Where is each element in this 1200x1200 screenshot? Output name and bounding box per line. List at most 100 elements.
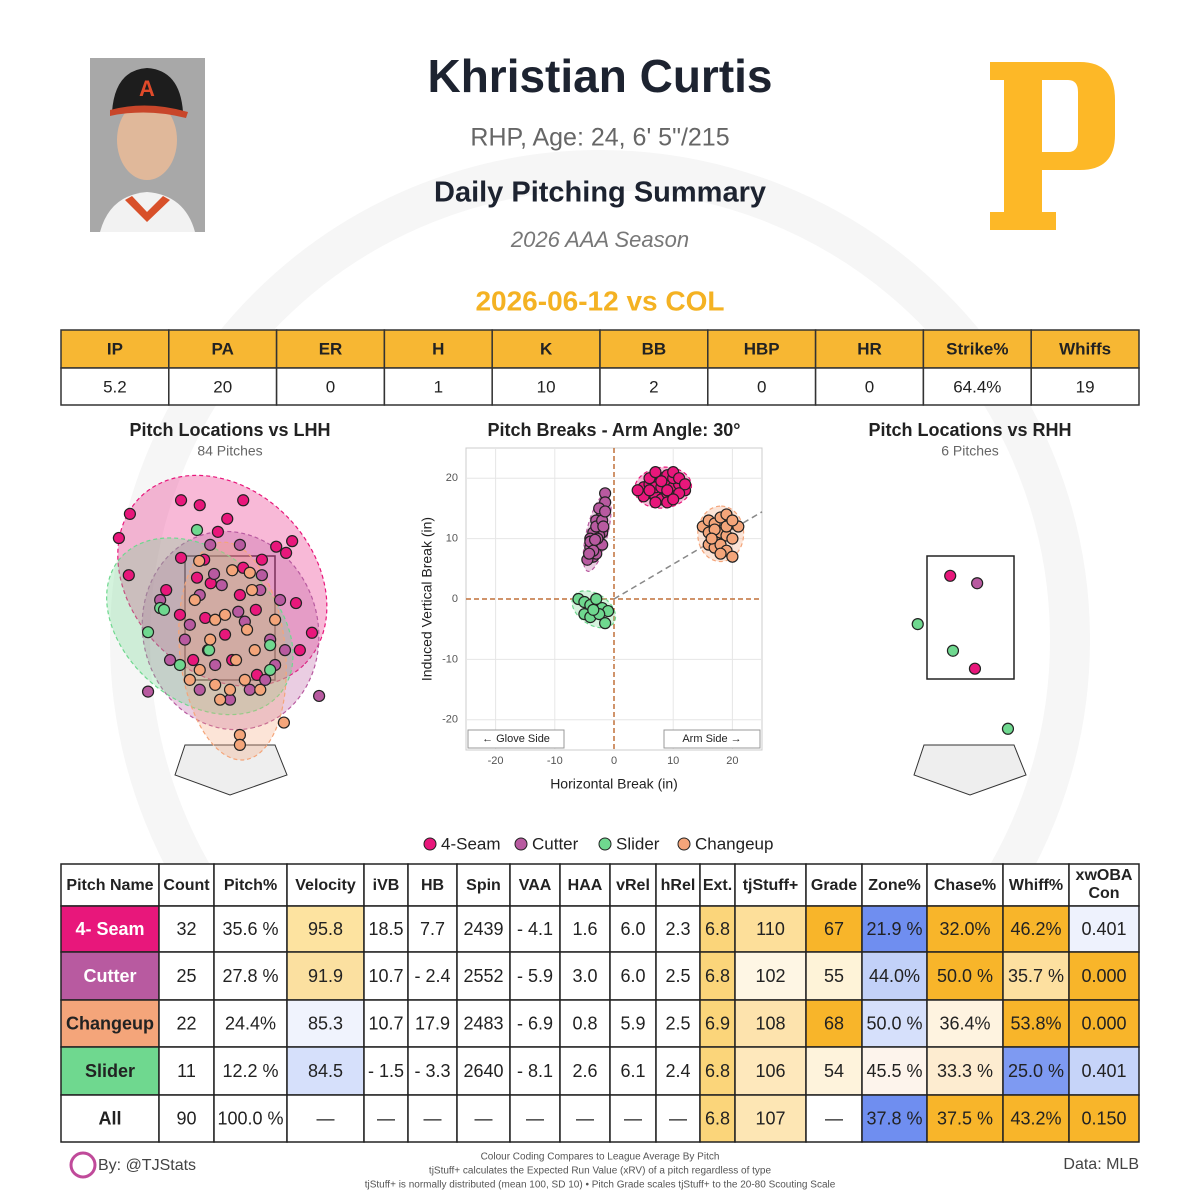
pitch-point xyxy=(203,644,216,657)
stats-header: Whiffs xyxy=(1059,339,1111,358)
stats-cell xyxy=(275,367,386,406)
chart-subtitle: 84 Pitches xyxy=(197,443,262,459)
pitch-point xyxy=(249,603,262,616)
pitch-point xyxy=(174,551,188,564)
table-cell xyxy=(1002,1046,1070,1096)
table-value: 2439 xyxy=(463,919,503,939)
player-photo: A xyxy=(90,58,205,232)
pitch-point xyxy=(968,662,982,675)
table-value: 21.9 % xyxy=(866,919,922,939)
pitch-point xyxy=(204,538,217,551)
footer-note: Colour Coding Compares to League Average… xyxy=(481,1152,720,1163)
pitch-ellipse xyxy=(106,537,294,716)
table-header: xwOBA xyxy=(1076,867,1133,884)
table-value: - 1.5 xyxy=(368,1061,404,1081)
table-value: 2.3 xyxy=(665,919,690,939)
table-cell xyxy=(407,905,458,953)
stats-cell xyxy=(707,367,817,406)
stats-cell xyxy=(491,367,601,406)
table-value: — xyxy=(424,1108,442,1128)
chart-title: Pitch Breaks - Arm Angle: 30° xyxy=(488,420,741,440)
pitch-point xyxy=(643,484,656,497)
pitch-point xyxy=(599,505,612,518)
table-cell xyxy=(1068,999,1140,1048)
player-bio: RHP, Age: 24, 6' 5"/215 xyxy=(470,124,729,152)
pitch-point xyxy=(160,583,173,597)
pitch-point xyxy=(305,626,319,639)
table-cell xyxy=(1068,905,1140,953)
table-value: 46.2% xyxy=(1010,919,1061,939)
pitch-point xyxy=(141,685,155,698)
legend-label: Changeup xyxy=(695,834,773,853)
table-value: 91.9 xyxy=(308,966,343,986)
pitch-point xyxy=(218,628,232,641)
table-value: 35.6 % xyxy=(222,919,278,939)
table-cell xyxy=(1002,951,1070,1001)
legend-label: 4-Seam xyxy=(441,834,501,853)
y-tick-label: 0 xyxy=(452,593,458,605)
pitch-point xyxy=(223,683,237,696)
table-value: 2.4 xyxy=(665,1061,690,1081)
credit: By: @TJStats xyxy=(98,1157,196,1174)
table-cell xyxy=(655,951,701,1001)
table-cell xyxy=(655,905,701,953)
table-header-cell xyxy=(655,863,701,907)
stats-value: 0 xyxy=(865,377,874,396)
table-cell xyxy=(363,1046,409,1096)
table-header: VAA xyxy=(519,877,552,894)
table-cell xyxy=(861,1046,928,1096)
stats-header: HBP xyxy=(744,339,780,358)
pitch-point xyxy=(237,494,250,507)
table-value: 6.0 xyxy=(620,919,645,939)
pitch-point xyxy=(193,663,206,677)
table-header-cell xyxy=(1002,863,1070,907)
pitch-point xyxy=(631,484,644,497)
table-value: 1.6 xyxy=(572,919,597,939)
pitch-point xyxy=(649,496,662,509)
pitch-point xyxy=(726,550,739,563)
stats-value: 0 xyxy=(326,377,335,396)
pitch-point xyxy=(209,678,222,691)
table-value: - 3.3 xyxy=(414,1061,450,1081)
pitch-point xyxy=(264,639,277,652)
pitch-name: Changeup xyxy=(66,1013,154,1033)
legend-swatch xyxy=(514,837,528,851)
stats-header-cell xyxy=(814,329,925,369)
stats-header: IP xyxy=(107,339,123,358)
table-cell xyxy=(60,905,160,953)
table-value: - 8.1 xyxy=(517,1061,553,1081)
table-cell xyxy=(559,951,611,1001)
pitch-point xyxy=(597,520,610,533)
table-header: Zone% xyxy=(868,877,920,894)
pitch-point xyxy=(188,593,201,607)
table-cell xyxy=(158,1094,215,1143)
table-value: 95.8 xyxy=(308,919,343,939)
table-header: Pitch% xyxy=(224,877,277,894)
stats-header: Strike% xyxy=(946,339,1008,358)
pitch-name: 4- Seam xyxy=(75,919,144,939)
table-value: 50.0 % xyxy=(937,966,993,986)
x-tick-label: 10 xyxy=(667,755,679,767)
table-value: — xyxy=(576,1108,594,1128)
table-value: 2552 xyxy=(463,966,503,986)
table-header: Chase% xyxy=(934,877,996,894)
pitch-point xyxy=(911,618,924,631)
pitch-point xyxy=(226,564,239,577)
x-tick-label: -20 xyxy=(488,755,504,767)
pitch-point xyxy=(273,593,287,607)
pitch-point xyxy=(946,644,960,657)
pitch-point xyxy=(655,475,668,488)
pitch-point xyxy=(187,653,200,667)
table-value: 25 xyxy=(176,966,196,986)
table-value: 2.5 xyxy=(665,1013,690,1033)
footer-note: tjStuff+ is normally distributed (mean 1… xyxy=(365,1180,836,1191)
table-value: 44.0% xyxy=(869,966,920,986)
table-header-cell xyxy=(286,863,365,907)
legend-swatch xyxy=(598,837,612,851)
pitch-point xyxy=(705,532,718,545)
table-value: 6.8 xyxy=(705,1061,730,1081)
table-value: 3.0 xyxy=(572,966,597,986)
table-header-cell xyxy=(734,863,807,907)
table-cell xyxy=(286,999,365,1048)
pitch-point xyxy=(243,683,256,696)
